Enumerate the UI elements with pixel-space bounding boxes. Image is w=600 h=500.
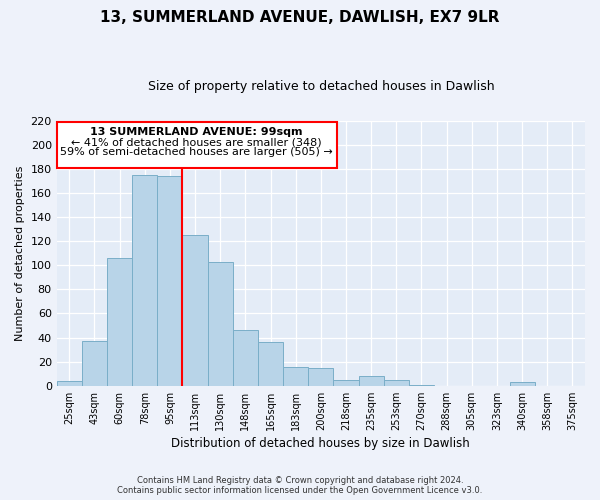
Bar [258, 342, 283, 386]
Bar [509, 382, 535, 386]
Text: ← 41% of detached houses are smaller (348): ← 41% of detached houses are smaller (34… [71, 137, 322, 147]
Text: Contains HM Land Registry data © Crown copyright and database right 2024.
Contai: Contains HM Land Registry data © Crown c… [118, 476, 482, 495]
Bar [107, 258, 132, 386]
Bar [308, 368, 334, 386]
Text: 13, SUMMERLAND AVENUE, DAWLISH, EX7 9LR: 13, SUMMERLAND AVENUE, DAWLISH, EX7 9LR [100, 10, 500, 25]
Text: 59% of semi-detached houses are larger (505) →: 59% of semi-detached houses are larger (… [61, 147, 333, 157]
Y-axis label: Number of detached properties: Number of detached properties [15, 166, 25, 341]
Bar [359, 376, 384, 386]
Title: Size of property relative to detached houses in Dawlish: Size of property relative to detached ho… [148, 80, 494, 93]
Text: 13 SUMMERLAND AVENUE: 99sqm: 13 SUMMERLAND AVENUE: 99sqm [91, 127, 303, 137]
Bar [82, 341, 107, 386]
Bar [56, 381, 82, 386]
FancyBboxPatch shape [56, 122, 337, 168]
Bar [334, 380, 359, 386]
Bar [233, 330, 258, 386]
X-axis label: Distribution of detached houses by size in Dawlish: Distribution of detached houses by size … [172, 437, 470, 450]
Bar [384, 380, 409, 386]
Bar [157, 176, 182, 386]
Bar [283, 366, 308, 386]
Bar [208, 262, 233, 386]
Bar [409, 384, 434, 386]
Bar [132, 175, 157, 386]
Bar [182, 235, 208, 386]
